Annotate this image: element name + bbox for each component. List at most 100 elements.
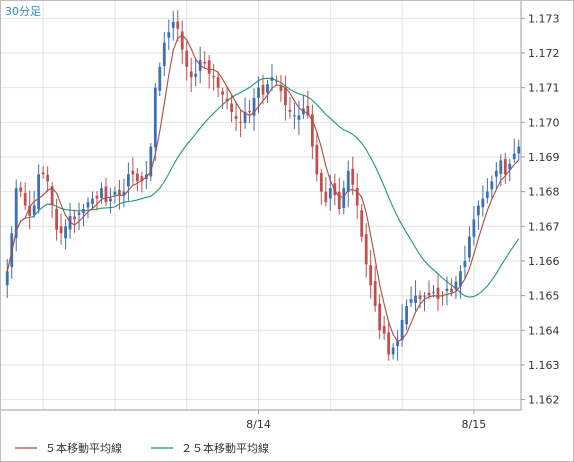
candle-body — [158, 66, 162, 91]
candle-body — [319, 172, 323, 192]
candle-body — [122, 191, 126, 196]
timeframe-label: 30分足 — [5, 5, 41, 18]
candle-body — [248, 110, 251, 112]
axes — [1, 1, 522, 411]
candle-body — [171, 21, 175, 28]
ma5-line — [6, 34, 520, 343]
candle-body — [185, 50, 189, 67]
candle-body — [279, 85, 283, 92]
candle-body — [46, 174, 50, 182]
candle-body — [337, 191, 341, 209]
candle-body — [270, 77, 274, 81]
y-tick-label: 1.171 — [528, 82, 560, 95]
candle-body — [135, 173, 139, 182]
candle-body — [100, 188, 103, 198]
candle-body — [512, 153, 516, 160]
candle-body — [14, 188, 18, 238]
candle-body — [459, 271, 462, 287]
y-tick-label: 1.166 — [528, 255, 560, 268]
candle-body — [391, 347, 395, 355]
candle-body — [436, 287, 440, 300]
grid — [1, 1, 521, 410]
candle-body — [41, 172, 45, 175]
candle-body — [37, 174, 41, 209]
candle-body — [485, 191, 489, 198]
candle-body — [95, 195, 99, 199]
candle-body — [194, 73, 198, 77]
candle-body — [113, 191, 117, 195]
candle-body — [19, 187, 23, 192]
y-tick-label: 1.170 — [528, 116, 560, 129]
candle-body — [239, 122, 242, 124]
candle-body — [104, 186, 108, 203]
candle-body — [351, 168, 355, 185]
candle-body — [266, 84, 269, 93]
candle-body — [373, 280, 377, 307]
candle-body — [127, 174, 130, 187]
candle-body — [490, 181, 494, 190]
candle-body — [86, 202, 90, 208]
y-tick-label: 1.163 — [528, 359, 560, 372]
legend: ５本移動平均線 ２５本移動平均線 — [15, 441, 269, 455]
candle-body — [432, 292, 435, 294]
candle-body — [450, 288, 453, 293]
candle-body — [476, 205, 480, 216]
candle-body — [423, 295, 426, 297]
candle-body — [131, 170, 135, 175]
candle-body — [153, 87, 157, 148]
candle-body — [216, 77, 220, 88]
candle-body — [28, 205, 32, 216]
candle-body — [499, 160, 503, 174]
y-tick-labels: 1.162 1.163 1.164 1.165 1.166 1.167 1.168 1.169… — [521, 12, 560, 407]
y-tick-label: 1.169 — [528, 151, 560, 164]
candle-body — [77, 212, 81, 215]
candle-body — [109, 198, 112, 202]
candle-body — [355, 187, 359, 206]
y-tick-label: 1.165 — [528, 290, 560, 303]
y-tick-label: 1.167 — [528, 220, 560, 233]
candle-body — [342, 188, 346, 208]
candle-body — [508, 163, 512, 170]
candle-body — [230, 103, 233, 112]
candle-body — [55, 208, 58, 230]
candle-body — [243, 111, 247, 123]
candle-body — [445, 288, 449, 291]
candle-body — [297, 115, 301, 120]
y-tick-label: 1.172 — [528, 47, 560, 60]
x-tick-label: 8/15 — [462, 418, 487, 431]
legend-ma5-label: ５本移動平均線 — [45, 441, 122, 455]
candle-body — [328, 188, 332, 199]
candle-body — [176, 21, 180, 29]
x-tick-label: 8/14 — [246, 418, 271, 431]
candle-body — [275, 80, 278, 82]
candle-body — [418, 295, 422, 300]
candle-body — [405, 306, 408, 325]
candle-body — [140, 176, 144, 182]
candle-body — [261, 84, 265, 95]
candle-body — [207, 60, 211, 74]
candle-body — [257, 87, 260, 98]
candle-body — [494, 170, 498, 177]
y-tick-label: 1.173 — [528, 12, 560, 25]
candle-body — [167, 32, 171, 38]
candle-body — [468, 236, 471, 258]
candle-body — [203, 61, 207, 64]
candle-body — [503, 158, 507, 175]
ma5-layer — [6, 34, 520, 343]
candle-body — [252, 98, 256, 116]
candle-body — [64, 226, 67, 239]
candle-body — [32, 205, 36, 215]
y-tick-label: 1.168 — [528, 186, 560, 199]
candle-body — [481, 198, 485, 208]
candle-body — [221, 91, 225, 95]
candle-body — [414, 295, 417, 303]
candle-body — [288, 110, 292, 112]
candle-body — [360, 210, 364, 237]
candle-body — [225, 98, 229, 102]
candle-body — [463, 260, 467, 267]
x-tick-labels: 8/14 8/15 — [246, 410, 486, 431]
candle-body — [189, 71, 193, 78]
candle-body — [472, 219, 476, 237]
